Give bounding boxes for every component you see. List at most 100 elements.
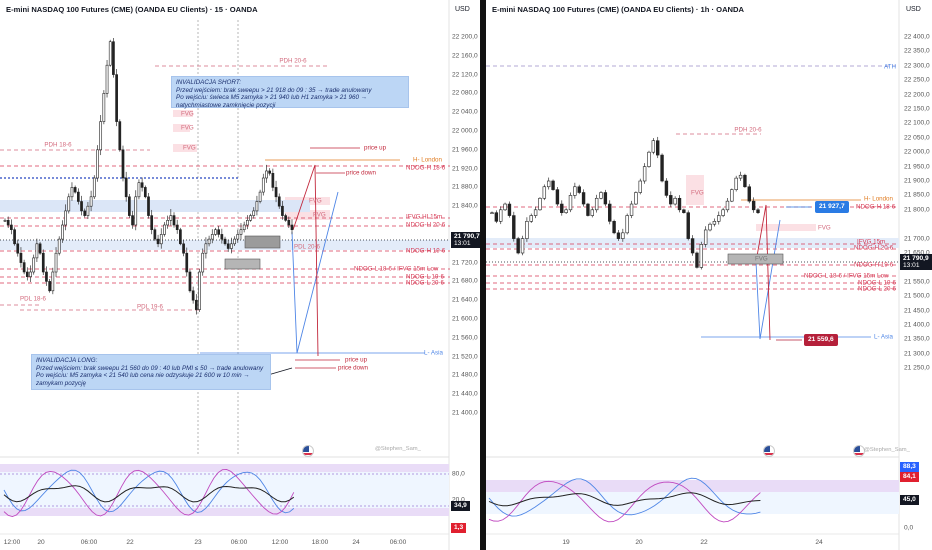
candle-body: [642, 166, 647, 182]
candle-body: [76, 191, 80, 202]
candle-body: [121, 149, 125, 179]
candle-body: [118, 121, 122, 151]
marked-level-tag-low[interactable]: 21 559,6: [804, 334, 838, 346]
candle-body: [274, 187, 278, 198]
order-block: [727, 253, 784, 265]
level-label-ndog-l-18-6: NDOG-L 18-6 / IFVG 15m Low: [804, 272, 889, 280]
candle-body: [252, 210, 256, 216]
level-label-ndog-h-19-6: NDOG-H 19-6: [854, 261, 894, 269]
candle-body: [686, 212, 690, 239]
candle-body: [153, 229, 157, 240]
price-tick-label: 21 500,0: [904, 292, 930, 300]
oscillator-line-magenta: [3, 468, 295, 518]
level-label-h-london: H- London: [864, 195, 893, 203]
annotation-long-invalidation[interactable]: INVALIDACJA LONG: Przed wejściem: brak s…: [31, 354, 271, 390]
annotation-short-invalidation[interactable]: INVALIDACJA SHORT: Przed wejściem: brak …: [171, 76, 409, 109]
candle-body: [182, 243, 185, 254]
currency-label: USD: [455, 6, 470, 13]
chart-pane-1h[interactable]: E-mini NASDAQ 100 Futures (CME) (OANDA E…: [486, 0, 932, 550]
candle-body: [651, 140, 656, 153]
price-tick-label: 21 450,0: [904, 307, 930, 315]
candle-body: [89, 196, 93, 207]
annotation-line: Przed wejściem: brak sweepu > 21 918 do …: [176, 86, 372, 94]
candle-body: [581, 192, 586, 205]
candle-body: [105, 64, 109, 94]
oscillator-band: [0, 472, 449, 508]
candle-body: [214, 229, 217, 235]
last-price-tag: 21 790,9 13:01: [900, 254, 932, 270]
candle-body: [625, 215, 629, 234]
chart-canvas-1h[interactable]: [486, 0, 932, 550]
candle-body: [220, 234, 224, 240]
price-tick-label: 22 040,0: [452, 108, 478, 116]
level-label-pdh-20-6: PDH 20-6: [734, 126, 762, 134]
order-block: [224, 258, 261, 270]
candle-body: [210, 234, 214, 240]
oscillator-tick-label: 80,0: [452, 470, 465, 478]
candle-body: [6, 220, 10, 226]
time-tick-label: 20: [37, 539, 45, 546]
time-tick-label: 22: [126, 539, 134, 546]
price-tick-label: 21 480,0: [452, 371, 478, 379]
price-tick-label: 22 300,0: [904, 62, 930, 70]
annotation-line: zamykam pozycję: [36, 379, 87, 387]
oscillator-band: [486, 492, 899, 514]
candle-body: [629, 203, 634, 216]
candle-body: [207, 238, 211, 245]
candle-body: [586, 203, 590, 216]
candle-body: [542, 186, 547, 199]
candle-body: [96, 149, 99, 179]
chart-canvas-15m[interactable]: [0, 0, 480, 550]
time-tick-label: 23: [194, 539, 202, 546]
candle-body: [54, 252, 58, 273]
price-tick-label: 21 650,0: [904, 249, 930, 257]
fvg-label: FVG: [818, 224, 831, 232]
candle-body: [507, 203, 512, 216]
candle-body: [25, 271, 29, 277]
target-label-price-up: price up: [345, 356, 368, 364]
oscillator-tick-label: 20,0: [452, 496, 465, 504]
level-label-ndog-h-19-6: NDOG-H 19-6: [406, 247, 446, 255]
candle-body: [568, 195, 573, 211]
us-flag-icon[interactable]: [302, 445, 314, 457]
candle-body: [236, 234, 240, 240]
level-label-ndog-h-20-6: NDOG-H 20-6: [406, 221, 446, 229]
price-tick-label: 21 950,0: [904, 163, 930, 171]
target-label-price-up: price up: [364, 144, 387, 152]
fvg-zone: [173, 124, 190, 132]
candle-body: [612, 221, 616, 234]
level-label-l-asia: L- Asia: [424, 349, 443, 357]
price-tick-label: 21 440,0: [452, 390, 478, 398]
candle-body: [503, 203, 507, 211]
candle-body: [512, 215, 516, 239]
candle-body: [560, 203, 564, 213]
fvg-label: FVG: [181, 124, 194, 132]
candle-body: [242, 224, 246, 230]
price-tick-label: 21 640,0: [452, 296, 478, 304]
level-label-ndog-h-20-6: NDOG-H 20-6: [854, 244, 894, 252]
target-label-price-down: price down: [346, 169, 376, 177]
marked-level-tag-high[interactable]: 21 927,7: [815, 201, 849, 213]
candle-body: [634, 192, 638, 205]
us-flag-icon[interactable]: [763, 445, 775, 457]
price-tick-label: 22 200,0: [452, 33, 478, 41]
candle-body: [546, 180, 551, 188]
annotation-line: Po wejściu: świeca M5 zamyka > 21 940 lu…: [176, 94, 368, 102]
candle-body: [156, 238, 160, 245]
level-label-ndog-l-18-6: NDOG-L 18-6 / IFVG 15m Low: [354, 265, 439, 273]
oscillator-line-black: [488, 492, 761, 507]
level-label-l-asia: L- Asia: [874, 333, 893, 341]
chart-pane-15m[interactable]: E-mini NASDAQ 100 Futures (CME) (OANDA E…: [0, 0, 480, 550]
candle-body: [194, 299, 198, 310]
candle-body: [19, 252, 23, 263]
level-label-ndog-l-19-6: NDOG-L 19-6: [858, 279, 896, 287]
candle-body: [533, 209, 538, 216]
projection-path-red: [755, 204, 771, 341]
candle-body: [751, 200, 756, 211]
pane-divider[interactable]: [480, 0, 486, 550]
candle-body: [255, 201, 259, 212]
order-block: [244, 235, 281, 249]
candle-body: [656, 140, 660, 156]
oscillator-line-magenta: [488, 480, 761, 523]
us-flag-icon[interactable]: [853, 445, 865, 457]
